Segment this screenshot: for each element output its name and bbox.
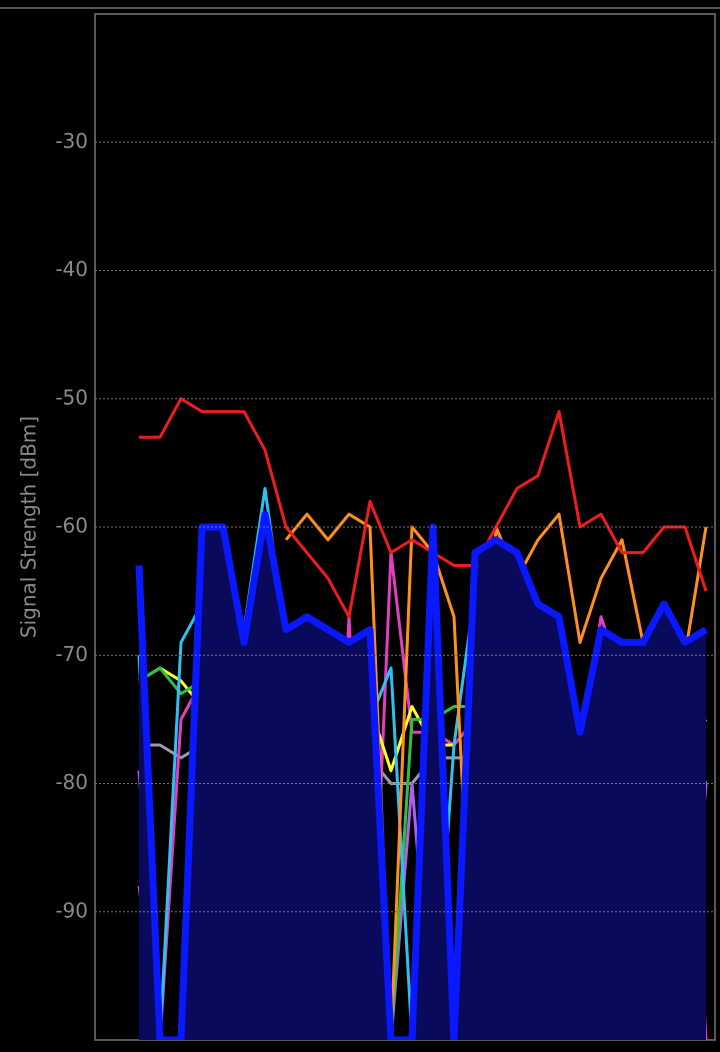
y-tick-label: -60 [55, 514, 88, 538]
y-tick-label: -90 [55, 898, 88, 922]
plot [135, 397, 708, 1040]
y-tick-label: -40 [55, 257, 88, 281]
y-tick-label: -30 [55, 129, 88, 153]
y-axis-label: Signal Strength [dBm] [17, 416, 41, 638]
series-line [139, 397, 708, 619]
y-tick-label: -80 [55, 770, 88, 794]
y-tick-label: -50 [55, 385, 88, 409]
y-tick-label: -70 [55, 642, 88, 666]
series-area [139, 514, 706, 1040]
series-line [135, 510, 708, 1040]
